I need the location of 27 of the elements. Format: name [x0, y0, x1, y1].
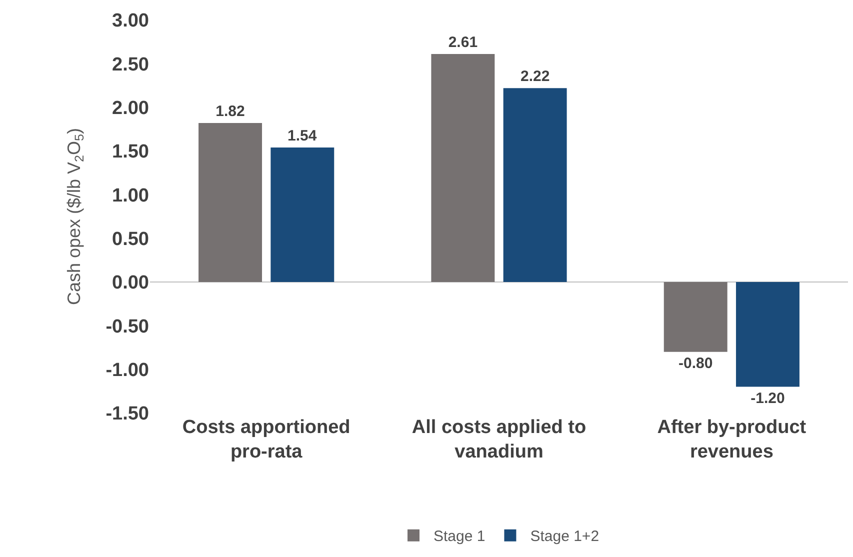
- data-label: 2.61: [448, 34, 478, 52]
- data-label: 2.22: [520, 68, 550, 86]
- bar: [736, 282, 800, 387]
- data-label: 1.82: [216, 103, 245, 120]
- y-tick-label: 3.00: [112, 10, 149, 32]
- bar: [198, 123, 262, 282]
- legend-label: Stage 1: [434, 528, 486, 546]
- y-tick-label: 0.00: [112, 272, 149, 294]
- data-label: -0.80: [678, 354, 713, 372]
- y-tick-label: -1.50: [106, 404, 149, 425]
- bar: [503, 88, 567, 282]
- y-tick-label: 1.00: [112, 185, 149, 206]
- y-tick-label: 2.50: [112, 54, 149, 76]
- data-label: -1.20: [750, 390, 785, 407]
- data-label: 1.54: [287, 128, 318, 145]
- x-tick-label: Costs apportioned pro-rata: [182, 417, 350, 463]
- x-tick-label: After by-product revenues: [657, 417, 807, 463]
- bar: [270, 148, 334, 282]
- y-tick-label: 1.50: [112, 142, 149, 163]
- y-tick-label: 2.00: [112, 98, 149, 119]
- bar: [431, 54, 495, 282]
- y-tick-label: -0.50: [106, 316, 149, 338]
- y-tick-label: 0.50: [112, 228, 149, 250]
- x-tick-label: All costs applied to vanadium: [412, 417, 586, 463]
- y-tick-label: -1.00: [106, 360, 149, 381]
- bar: [664, 282, 728, 352]
- legend-label: Stage 1+2: [530, 528, 600, 546]
